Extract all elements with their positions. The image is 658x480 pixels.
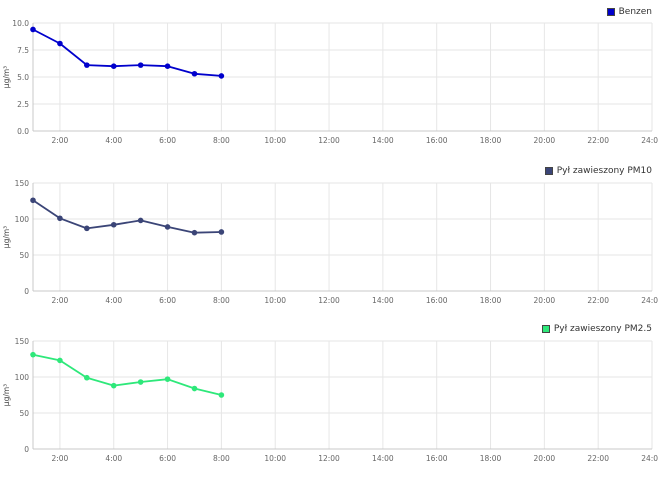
y-tick-label: 2.5 [17,100,29,109]
x-tick-label: 6:00 [159,296,176,305]
y-tick-label: 7.5 [17,46,29,55]
x-tick-label: 2:00 [51,136,68,145]
data-point[interactable] [164,224,171,230]
legend-pm25[interactable]: Pył zawieszony PM2.5 [541,324,652,334]
x-tick-label: 20:00 [534,296,556,305]
legend-label: Pył zawieszony PM2.5 [553,324,652,334]
legend-benzen[interactable]: Benzen [606,7,652,17]
x-tick-label: 20:00 [534,454,556,463]
y-tick-label: 0 [24,287,29,296]
x-tick-label: 18:00 [480,454,502,463]
legend-pm10[interactable]: Pył zawieszony PM10 [544,166,652,176]
x-tick-label: 16:00 [426,136,448,145]
data-point[interactable] [137,62,144,68]
data-point[interactable] [110,221,117,228]
chart-pm25: 0 50 100 150 2:00 4:00 6:00 8:00 10:00 12:00 14:00… [0,318,658,478]
x-tick-label: 4:00 [105,454,122,463]
x-tick-label: 24:00 [641,454,658,463]
data-point[interactable] [84,374,90,381]
y-tick-label: 5.0 [17,73,29,82]
y-axis-label: µg/m³ [2,226,11,248]
x-tick-label: 6:00 [159,454,176,463]
x-tick-label: 12:00 [318,136,340,145]
data-point[interactable] [84,225,90,232]
legend-label: Benzen [618,7,652,17]
chart-svg-pm10: 0 50 100 150 2:00 4:00 6:00 8:00 10:00 12:00 14:00… [2,179,658,305]
x-tick-label: 22:00 [587,136,609,145]
x-tick-label: 22:00 [587,296,609,305]
y-tick-label: 0.0 [17,127,29,136]
chart-svg-benzen: 0.0 2.5 5.0 7.5 10.0 2:00 4:00 6:00 8:00 10:00 12:… [2,19,658,145]
x-tick-label: 12:00 [318,454,340,463]
data-point[interactable] [218,229,225,235]
x-tick-label: 14:00 [372,454,394,463]
y-tick-label: 100 [15,373,30,382]
series-line-benzen [32,28,222,77]
x-tick-label: 10:00 [264,136,286,145]
y-axis-label: µg/m³ [2,66,11,88]
data-point[interactable] [30,197,36,204]
x-tick-label: 4:00 [105,136,122,145]
x-tick-label: 12:00 [318,296,340,305]
y-tick-label: 150 [15,179,30,188]
x-tick-label: 14:00 [372,136,394,145]
y-tick-label: 0 [24,445,29,454]
x-tick-label: 24:00 [641,136,658,145]
x-tick-label: 8:00 [213,136,230,145]
x-tick-label: 4:00 [105,296,122,305]
x-tick-label: 14:00 [372,296,394,305]
x-tick-label: 10:00 [264,454,286,463]
y-tick-label: 50 [19,251,29,260]
chart-benzen: 0.0 2.5 5.0 7.5 10.0 2:00 4:00 6:00 8:00 10:00 12:… [0,0,658,160]
data-point[interactable] [218,392,225,398]
data-point[interactable] [191,385,198,392]
series-line-pm25 [32,353,222,396]
data-point[interactable] [30,26,36,33]
data-point[interactable] [164,376,171,382]
data-point[interactable] [30,351,36,358]
chart-pm10: 0 50 100 150 2:00 4:00 6:00 8:00 10:00 12:00 14:00… [0,160,658,320]
x-tick-label: 8:00 [213,296,230,305]
data-point[interactable] [57,40,63,47]
data-point[interactable] [137,217,144,224]
legend-swatch [606,8,615,16]
data-point[interactable] [164,63,171,69]
legend-swatch [544,167,553,175]
legend-swatch [541,325,550,333]
x-tick-label: 20:00 [534,136,556,145]
x-tick-label: 10:00 [264,296,286,305]
x-tick-label: 8:00 [213,454,230,463]
x-tick-label: 16:00 [426,454,448,463]
data-point[interactable] [57,357,63,364]
data-point[interactable] [57,215,63,222]
series-line-pm10 [32,199,222,234]
y-tick-label: 50 [19,409,29,418]
data-point[interactable] [191,70,198,77]
x-tick-label: 22:00 [587,454,609,463]
y-tick-label: 10.0 [12,19,29,28]
x-tick-label: 18:00 [480,136,502,145]
data-point[interactable] [191,229,198,236]
x-tick-label: 24:00 [641,296,658,305]
x-tick-label: 16:00 [426,296,448,305]
x-tick-label: 2:00 [51,296,68,305]
data-point[interactable] [137,379,144,385]
data-point[interactable] [110,382,117,389]
data-point[interactable] [110,63,117,69]
data-point[interactable] [84,62,90,68]
y-axis-label: µg/m³ [2,384,11,406]
chart-svg-pm25: 0 50 100 150 2:00 4:00 6:00 8:00 10:00 12:00 14:00… [2,337,658,463]
data-point[interactable] [218,73,225,79]
y-tick-label: 150 [15,337,30,346]
x-tick-label: 2:00 [51,454,68,463]
x-tick-label: 6:00 [159,136,176,145]
legend-label: Pył zawieszony PM10 [556,166,652,176]
x-tick-label: 18:00 [480,296,502,305]
y-tick-label: 100 [15,215,30,224]
